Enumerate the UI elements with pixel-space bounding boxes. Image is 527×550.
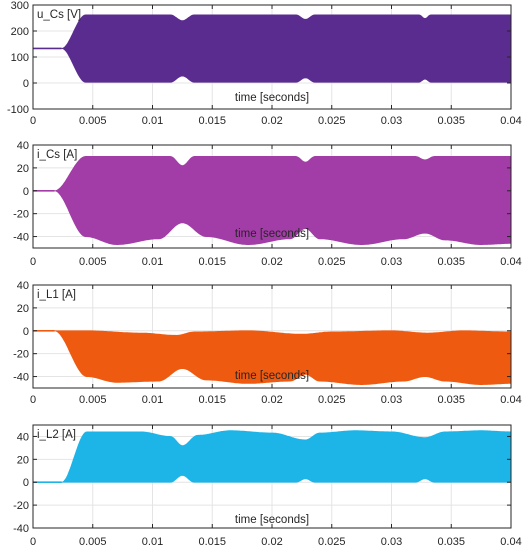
chart-panel-2: 0 0.005 0.01 0.015 0.02 0.025 0.03 0.035 0.04 40 2… <box>13 140 522 268</box>
x-tick-label: 0.02 <box>261 256 282 268</box>
x-tick-label: 0.03 <box>381 536 402 548</box>
y-tick-label: -100 <box>7 104 29 116</box>
y-tick-label: 40 <box>17 280 29 292</box>
y-tick-label: 20 <box>17 303 29 315</box>
series-label: i_L2 [A] <box>37 429 76 441</box>
x-tick-label: 0 <box>30 394 36 406</box>
x-tick-label: 0.025 <box>318 256 346 268</box>
x-tick-label: 0.04 <box>500 394 521 406</box>
y-tick-label: 0 <box>23 326 29 338</box>
x-tick-label: 0.04 <box>500 536 521 548</box>
y-tick-label: 40 <box>17 431 29 443</box>
x-tick-label: 0 <box>30 256 36 268</box>
x-axis-label: time [seconds] <box>235 228 309 240</box>
y-tick-label: 300 <box>11 0 29 12</box>
x-tick-label: 0.03 <box>381 394 402 406</box>
x-tick-label: 0.01 <box>142 256 163 268</box>
y-tick-label: 200 <box>11 26 29 38</box>
y-tick-label: 0 <box>23 78 29 90</box>
x-axis-label: time [seconds] <box>235 92 309 104</box>
series-label: u_Cs [V] <box>37 9 81 21</box>
x-tick-label: 0.04 <box>500 115 521 127</box>
signal-envelope <box>33 14 512 83</box>
x-tick-label: 0.005 <box>79 115 107 127</box>
x-tick-label: 0.01 <box>142 115 163 127</box>
y-tick-label: -40 <box>13 523 29 535</box>
x-tick-label: 0.035 <box>437 394 465 406</box>
series-label: i_L1 [A] <box>37 289 76 301</box>
series-label: i_Cs [A] <box>37 149 77 161</box>
x-tick-label: 0.025 <box>318 394 346 406</box>
x-tick-label: 0 <box>30 536 36 548</box>
x-tick-label: 0.02 <box>261 536 282 548</box>
x-tick-label: 0.02 <box>261 394 282 406</box>
x-axis-label: time [seconds] <box>235 514 309 526</box>
chart-panel-3: 0 0.005 0.01 0.015 0.02 0.025 0.03 0.035 0.04 40 2… <box>13 280 522 406</box>
x-axis-label: time [seconds] <box>235 370 309 382</box>
y-tick-label: -40 <box>13 372 29 384</box>
y-tick-label: -40 <box>13 232 29 244</box>
y-tick-label: 0 <box>23 477 29 489</box>
y-tick-label: -20 <box>13 349 29 361</box>
x-tick-label: 0.01 <box>142 394 163 406</box>
x-tick-label: 0.035 <box>437 536 465 548</box>
y-tick-label: 20 <box>17 163 29 175</box>
y-tick-label: -20 <box>13 209 29 221</box>
y-tick-label: 40 <box>17 140 29 152</box>
x-tick-label: 0.03 <box>381 115 402 127</box>
x-tick-label: 0.005 <box>79 536 107 548</box>
x-tick-label: 0.035 <box>437 256 465 268</box>
x-tick-label: 0.02 <box>261 115 282 127</box>
x-tick-label: 0 <box>30 115 36 127</box>
x-tick-label: 0.015 <box>198 256 226 268</box>
x-tick-label: 0.035 <box>437 115 465 127</box>
y-tick-label: 0 <box>23 186 29 198</box>
x-tick-label: 0.03 <box>381 256 402 268</box>
y-tick-label: 20 <box>17 454 29 466</box>
x-tick-label: 0.04 <box>500 256 521 268</box>
x-tick-label: 0.01 <box>142 536 163 548</box>
x-tick-label: 0.015 <box>198 115 226 127</box>
chart-panel-4: 0 0.005 0.01 0.015 0.02 0.025 0.03 0.035 0.04 40 2… <box>13 424 522 548</box>
chart-panel-1: 0 0.005 0.01 0.015 0.02 0.025 0.03 0.035 0.04 300… <box>7 0 522 127</box>
x-tick-label: 0.005 <box>79 256 107 268</box>
y-tick-label: 100 <box>11 52 29 64</box>
x-tick-label: 0.015 <box>198 536 226 548</box>
x-tick-label: 0.005 <box>79 394 107 406</box>
x-tick-label: 0.015 <box>198 394 226 406</box>
x-tick-label: 0.025 <box>318 115 346 127</box>
signal-envelope <box>33 430 512 483</box>
x-tick-label: 0.025 <box>318 536 346 548</box>
y-tick-label: -20 <box>13 500 29 512</box>
